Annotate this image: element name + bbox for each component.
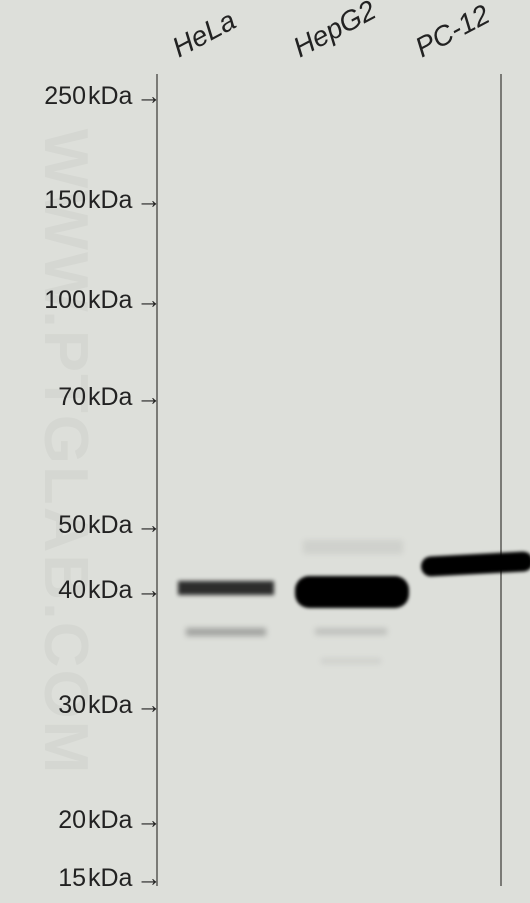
arrow-right-icon: → — [136, 286, 161, 315]
band-lane0-0 — [178, 581, 274, 595]
mw-marker-3: 70kDa→ — [52, 383, 161, 412]
mw-marker-0: 250kDa→ — [38, 82, 161, 111]
mw-unit: kDa — [88, 186, 132, 215]
lane-label-0: HeLa — [167, 4, 241, 64]
band-lane1-2 — [295, 576, 409, 608]
mw-number: 40 — [52, 576, 86, 605]
arrow-right-icon: → — [136, 864, 161, 893]
arrow-right-icon: → — [136, 511, 161, 540]
blot-container: WWW.PTGLAB.COM HeLaHepG2PC-12 250kDa→150… — [0, 0, 530, 903]
lane-label-2: PC-12 — [410, 0, 495, 64]
mw-number: 30 — [52, 691, 86, 720]
mw-marker-5: 40kDa→ — [52, 576, 161, 605]
mw-marker-6: 30kDa→ — [52, 691, 161, 720]
arrow-right-icon: → — [136, 691, 161, 720]
mw-unit: kDa — [88, 383, 132, 412]
watermark-text: WWW.PTGLAB.COM — [30, 128, 101, 775]
mw-marker-1: 150kDa→ — [38, 186, 161, 215]
mw-unit: kDa — [88, 806, 132, 835]
mw-unit: kDa — [88, 286, 132, 315]
arrow-right-icon: → — [136, 383, 161, 412]
mw-marker-8: 15kDa→ — [52, 864, 161, 893]
mw-number: 15 — [52, 864, 86, 893]
mw-marker-2: 100kDa→ — [38, 286, 161, 315]
smudge-lane1-1 — [321, 658, 381, 664]
band-lane1-3 — [315, 628, 387, 635]
mw-number: 50 — [52, 511, 86, 540]
mw-number: 20 — [52, 806, 86, 835]
mw-number: 250 — [38, 82, 86, 111]
mw-marker-4: 50kDa→ — [52, 511, 161, 540]
mw-marker-7: 20kDa→ — [52, 806, 161, 835]
blot-region — [156, 74, 502, 886]
arrow-right-icon: → — [136, 806, 161, 835]
mw-unit: kDa — [88, 864, 132, 893]
arrow-right-icon: → — [136, 186, 161, 215]
mw-number: 150 — [38, 186, 86, 215]
mw-unit: kDa — [88, 511, 132, 540]
lane-label-1: HepG2 — [288, 0, 381, 64]
mw-number: 70 — [52, 383, 86, 412]
band-lane0-1 — [186, 628, 266, 636]
arrow-right-icon: → — [136, 576, 161, 605]
arrow-right-icon: → — [136, 82, 161, 111]
mw-unit: kDa — [88, 576, 132, 605]
smudge-lane1-0 — [303, 540, 403, 554]
mw-unit: kDa — [88, 691, 132, 720]
mw-number: 100 — [38, 286, 86, 315]
mw-unit: kDa — [88, 82, 132, 111]
